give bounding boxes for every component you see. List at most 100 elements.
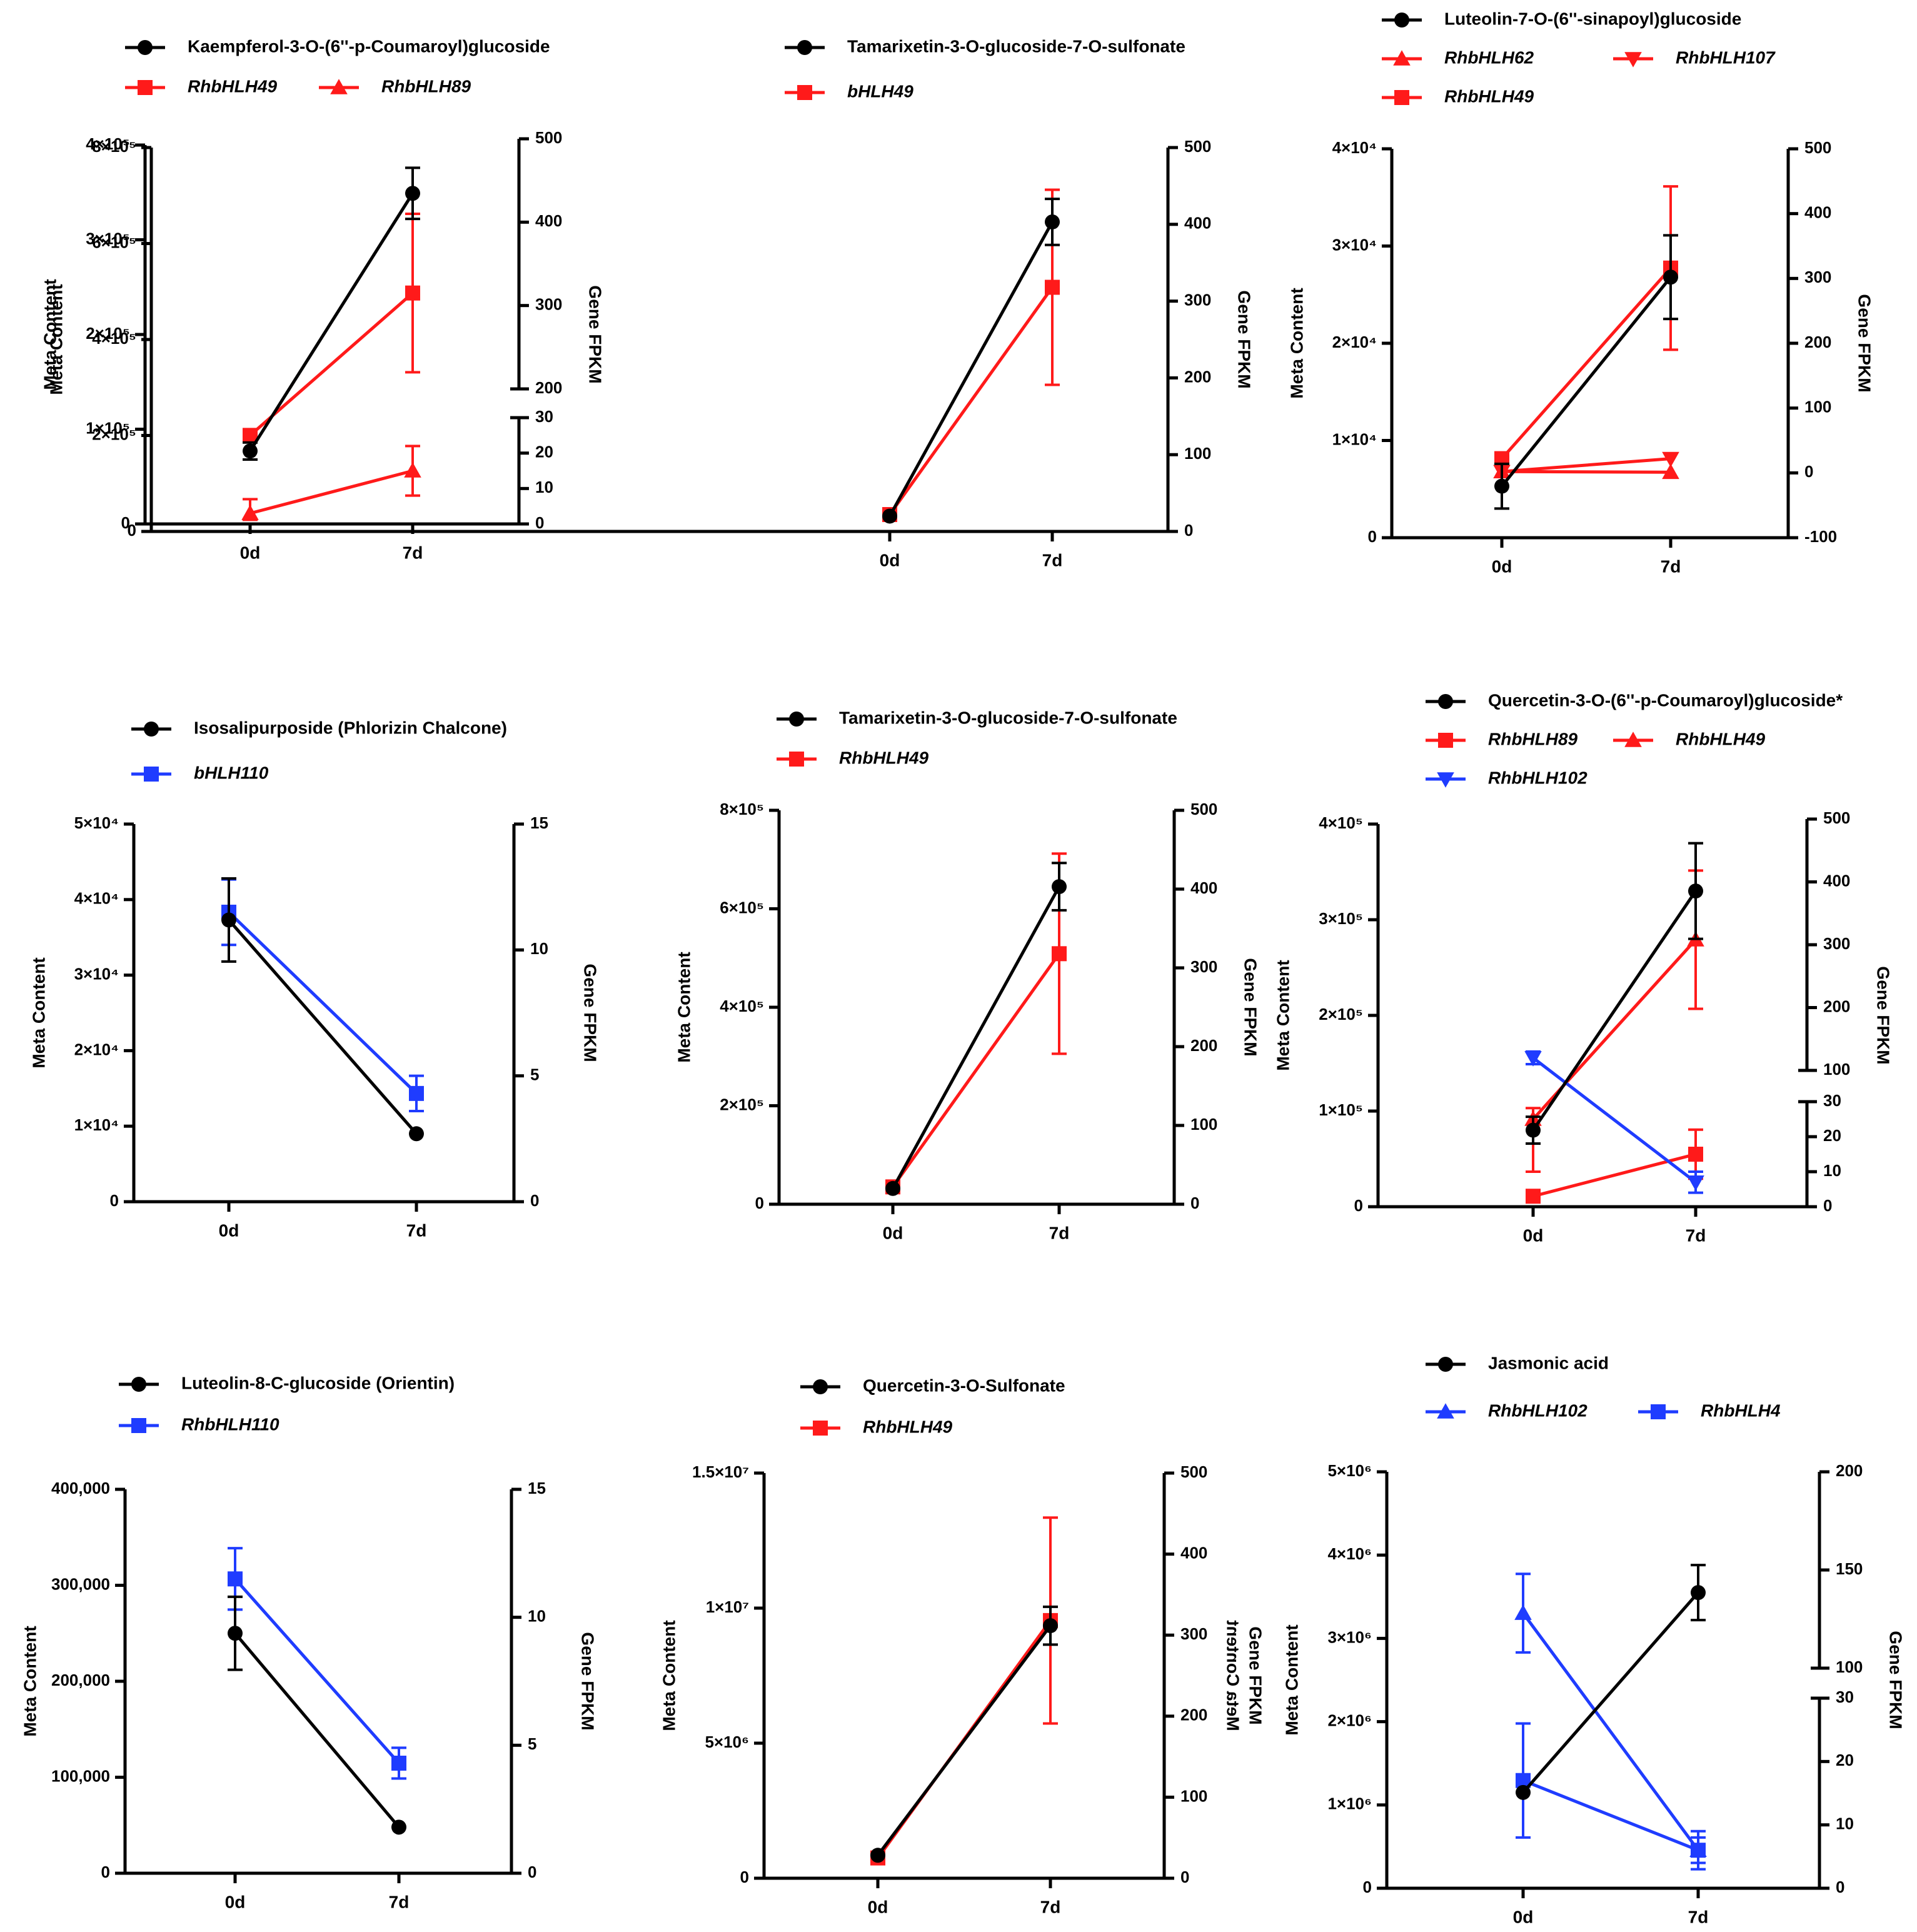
y-tick-label-right: 500	[1804, 138, 1831, 157]
series-rhbhlh49	[870, 1516, 1058, 1866]
series-line	[1532, 1152, 1696, 1198]
legend-label: Kaempferol-3-O-(6''-p-Coumaroyl)glucosid…	[188, 36, 550, 56]
y-tick-label-right: 500	[1190, 800, 1217, 818]
x-tick-label: 7d	[1688, 1907, 1709, 1926]
y-tick-label-left: 0	[740, 1868, 749, 1886]
y-tick-label-left: 0	[1368, 527, 1377, 546]
legend-marker	[797, 40, 812, 55]
y-axis-title-left: Meta Content	[29, 957, 48, 1068]
y-tick-label-right: 30	[1823, 1091, 1841, 1110]
y-tick-label-left: 3×10⁵	[86, 229, 130, 248]
y-axis-title-mirrored: Meta Content	[1224, 1620, 1243, 1731]
legend-item-rhbhlh89: RhbHLH89	[319, 76, 471, 96]
data-point	[405, 285, 420, 301]
y-tick-label-right: 0	[1180, 1868, 1189, 1886]
y-tick-label-right: 100	[1804, 398, 1831, 416]
y-tick-label-right: 0	[528, 1863, 536, 1881]
y-axis-title-left: Meta Content	[1273, 960, 1292, 1070]
series-rhbhlh110	[228, 1547, 406, 1780]
legend-item-kaempferol-3-o-6-p-coumaroyl-glucoside: Kaempferol-3-O-(6''-p-Coumaroyl)glucosid…	[125, 36, 550, 56]
series-rhbhlh102	[1514, 1572, 1707, 1871]
series-rhbhlh89	[241, 445, 421, 520]
data-point	[1052, 946, 1067, 962]
data-point	[391, 1819, 406, 1835]
legend: Jasmonic acid RhbHLH102 RhbHLH4	[1426, 1353, 1781, 1420]
y-tick-label-right: 0	[1823, 1196, 1832, 1215]
series-rhbhlh49	[243, 213, 420, 521]
legend-marker	[797, 85, 812, 100]
y-tick-label-left: 2×10⁵	[1319, 1005, 1363, 1024]
series-tamarixetin-3-o-glucoside-7-o-sulfonate	[885, 862, 1067, 1196]
legend-label: RhbHLH49	[188, 76, 278, 96]
series-line	[249, 469, 413, 515]
data-point	[228, 1626, 243, 1641]
y-tick-label-right: 5	[528, 1734, 536, 1753]
legend-marker	[789, 752, 804, 767]
x-tick-label: 0d	[240, 543, 261, 562]
data-point	[391, 1755, 406, 1771]
y-tick-label-left: 4×10⁶	[1327, 1544, 1372, 1563]
legend-marker	[789, 712, 804, 727]
data-point	[409, 1085, 424, 1101]
series-luteolin-7-o-6-sinapoyl-glucoside	[1494, 234, 1678, 510]
legend-item-rhbhlh4: RhbHLH4	[1638, 1401, 1781, 1420]
chart-panel-6: 0 1×10⁵ 2×10⁵ 3×10⁵ 4×10⁵ 100 200 300 400 500 0 10 2…	[1273, 690, 1893, 1245]
legend-marker	[1437, 1403, 1454, 1419]
legend-item-rhbhlh110: RhbHLH110	[119, 1414, 279, 1434]
y-tick-label-left: 8×10⁵	[92, 137, 136, 156]
y-tick-label-right: 10	[1823, 1161, 1841, 1180]
data-point	[882, 508, 897, 524]
legend-label: RhbHLH4	[1701, 1401, 1781, 1420]
legend-item-rhbhlh49: RhbHLH49	[800, 1417, 953, 1436]
data-point	[1687, 1175, 1704, 1191]
series-line	[888, 221, 1054, 517]
series-line	[1501, 470, 1671, 474]
y-tick-label-left: 2×10⁶	[1327, 1711, 1372, 1729]
data-point	[241, 505, 259, 520]
y-tick-label-right: 400	[1184, 214, 1211, 233]
chart-panel-5: 0 2×10⁵ 4×10⁵ 6×10⁵ 8×10⁵ 0 100 200 300 400 500 0d 7…	[674, 708, 1260, 1242]
legend-marker	[144, 767, 159, 782]
y-axis-title-right: Gene FPKM	[1855, 294, 1874, 392]
y-tick-label-left: 5×10⁴	[74, 813, 119, 832]
y-tick-label-left: 100,000	[51, 1766, 110, 1785]
x-tick-label: 7d	[406, 1220, 427, 1240]
series-line	[1532, 1056, 1697, 1184]
y-tick-label-left: 4×10⁵	[1319, 813, 1363, 832]
legend-label: Luteolin-7-O-(6''-sinapoyl)glucoside	[1444, 9, 1741, 28]
series-line	[249, 291, 414, 437]
data-point	[1662, 451, 1679, 468]
y-tick-label-left: 4×10⁴	[74, 889, 119, 908]
y-tick-label-right: 0	[1190, 1194, 1199, 1212]
y-tick-label-left: 1×10⁵	[1319, 1100, 1363, 1119]
series-line	[891, 952, 1061, 1188]
legend-marker	[1438, 1357, 1453, 1372]
y-tick-label-left: 4×10⁵	[720, 997, 764, 1015]
legend-item-bhlh49: bHLH49	[785, 81, 913, 101]
y-tick-label-left: 300,000	[51, 1574, 110, 1593]
series-kaempferol-3-o-6-p-coumaroyl-glucoside	[243, 166, 420, 461]
legend-label: Tamarixetin-3-O-glucoside-7-O-sulfonate	[839, 708, 1177, 727]
legend-label: bHLH49	[847, 81, 913, 101]
y-tick-label-right: 0	[1804, 462, 1813, 481]
legend: Tamarixetin-3-O-glucoside-7-O-sulfonate b…	[785, 36, 1185, 101]
y-tick-label-right: 100	[1180, 1786, 1207, 1805]
legend-label: RhbHLH49	[839, 748, 929, 767]
series-rhbhlh49	[885, 852, 1067, 1195]
x-tick-label: 0d	[225, 1892, 246, 1911]
data-point	[1526, 1122, 1541, 1138]
legend: Luteolin-7-O-(6''-sinapoyl)glucoside RhbH…	[1382, 9, 1776, 106]
y-axis-title-right: Gene FPKM	[1874, 966, 1893, 1064]
y-tick-label-right: 30	[535, 407, 553, 426]
series-rhbhlh4	[1516, 1722, 1706, 1864]
chart-panel-1: 01×10⁵2×10⁵3×10⁵4×10⁵2003004005000102030…	[40, 36, 605, 562]
data-point	[1494, 478, 1509, 494]
legend-marker	[1394, 13, 1409, 28]
y-tick-label-left: 4×10⁴	[1332, 138, 1377, 157]
legend-label: RhbHLH49	[863, 1417, 953, 1436]
legend-item-luteolin-7-o-6-sinapoyl-glucoside: Luteolin-7-O-(6''-sinapoyl)glucoside	[1382, 9, 1741, 28]
data-point	[1688, 1147, 1703, 1162]
y-axis-title-right: Gene FPKM	[1886, 1631, 1906, 1729]
